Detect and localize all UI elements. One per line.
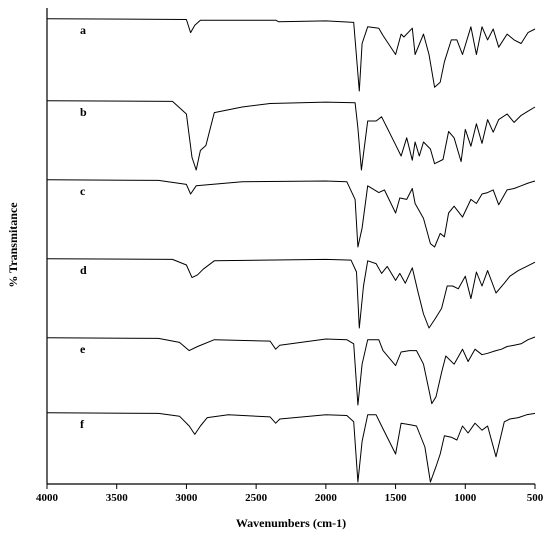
x-tick-label-4000: 4000 — [36, 492, 59, 504]
spectrum-line-b — [46, 100, 536, 171]
spectrum-line-a — [46, 18, 536, 92]
spectrum-label-e: e — [80, 342, 86, 356]
x-tick-label-500: 500 — [527, 492, 544, 504]
spectrum-label-b: b — [80, 105, 87, 119]
spectrum-label-d: d — [80, 263, 87, 277]
spectrum-line-f — [46, 412, 536, 483]
x-tick-label-2000: 2000 — [315, 492, 338, 504]
x-tick-label-3000: 3000 — [175, 492, 198, 504]
spectrum-line-e — [46, 336, 536, 406]
spectrum-line-d — [46, 258, 536, 329]
spectrum-label-a: a — [80, 23, 86, 37]
x-tick-label-1000: 1000 — [454, 492, 477, 504]
spectrum-line-c — [46, 179, 536, 248]
y-axis-title: % Transmitance — [6, 202, 20, 288]
spectrum-label-f: f — [80, 417, 85, 431]
spectrum-label-c: c — [80, 184, 86, 198]
x-tick-label-3500: 3500 — [106, 492, 129, 504]
spectrum-traces: a b c d e f — [46, 18, 536, 483]
x-axis-title: Wavenumbers (cm-1) — [236, 516, 346, 530]
x-tick-label-2500: 2500 — [245, 492, 268, 504]
x-axis-ticks: 4000 3500 3000 2500 2000 1500 1000 500 — [36, 484, 544, 504]
x-tick-label-1500: 1500 — [385, 492, 408, 504]
